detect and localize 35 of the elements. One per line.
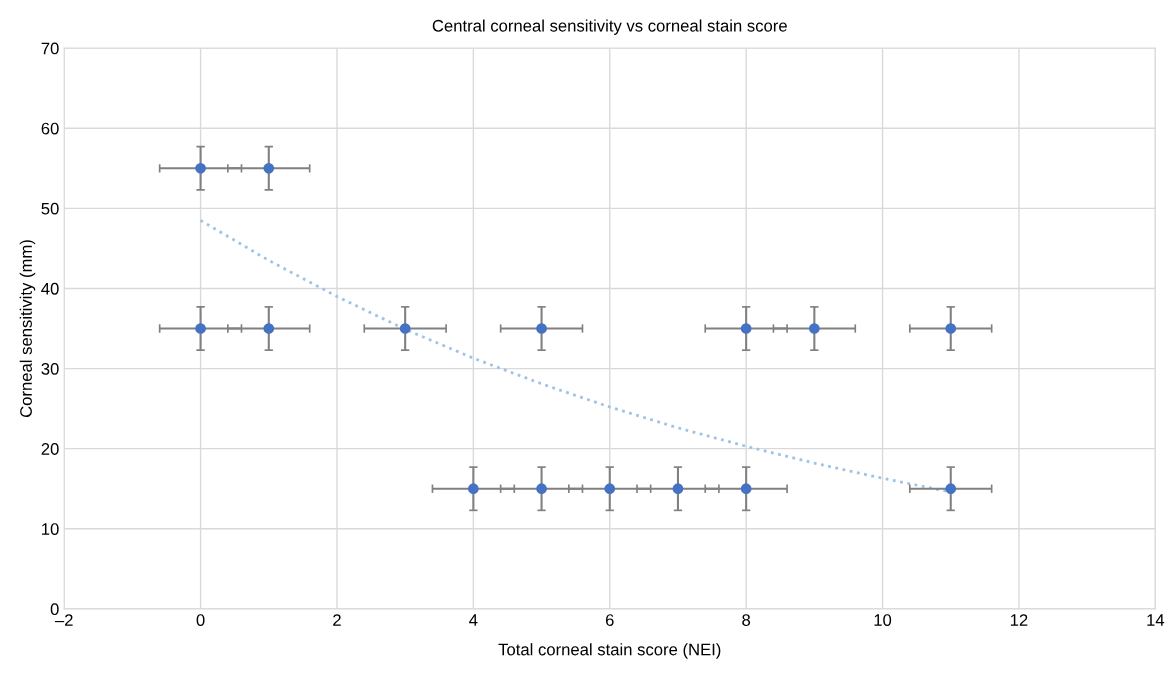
y-tick-label: 10	[42, 523, 59, 535]
x-tick-label: 10	[874, 614, 892, 626]
point	[536, 483, 547, 495]
point	[195, 323, 206, 334]
y-axis-title: Corneal sensitivity (mm)	[19, 240, 36, 418]
y-tick-label: 30	[41, 362, 59, 375]
x-tick-label: 2	[333, 614, 341, 626]
point	[945, 483, 957, 495]
point	[536, 323, 547, 334]
point	[399, 323, 411, 334]
x-tick-label: 6	[605, 614, 614, 626]
x-tick-label: –2	[54, 614, 73, 626]
y-tick-label: 50	[41, 202, 59, 215]
chart-title: Central corneal sensitivity vs corneal stain score	[432, 19, 787, 35]
y-tick-label: 0	[50, 603, 59, 616]
x-tick-label: 14	[1147, 614, 1165, 626]
point	[740, 323, 752, 334]
x-tick-label: 4	[469, 614, 478, 626]
x-tick-label: 0	[196, 614, 205, 626]
y-tick-label: 60	[41, 122, 59, 135]
x-axis-title: Total corneal stain score (NEI)	[498, 643, 721, 659]
point	[263, 162, 275, 174]
y-tick-label: 20	[41, 443, 59, 455]
y-tick-label: 40	[41, 282, 59, 295]
y-tick-label: 70	[41, 42, 59, 55]
x-tick-label: 8	[742, 614, 751, 626]
point	[945, 323, 957, 334]
x-tick-label: 12	[1010, 614, 1028, 626]
point	[263, 323, 275, 334]
point	[468, 483, 479, 495]
point	[195, 162, 206, 174]
point	[672, 483, 684, 495]
point	[604, 483, 616, 495]
point	[808, 323, 820, 334]
point	[740, 483, 752, 495]
